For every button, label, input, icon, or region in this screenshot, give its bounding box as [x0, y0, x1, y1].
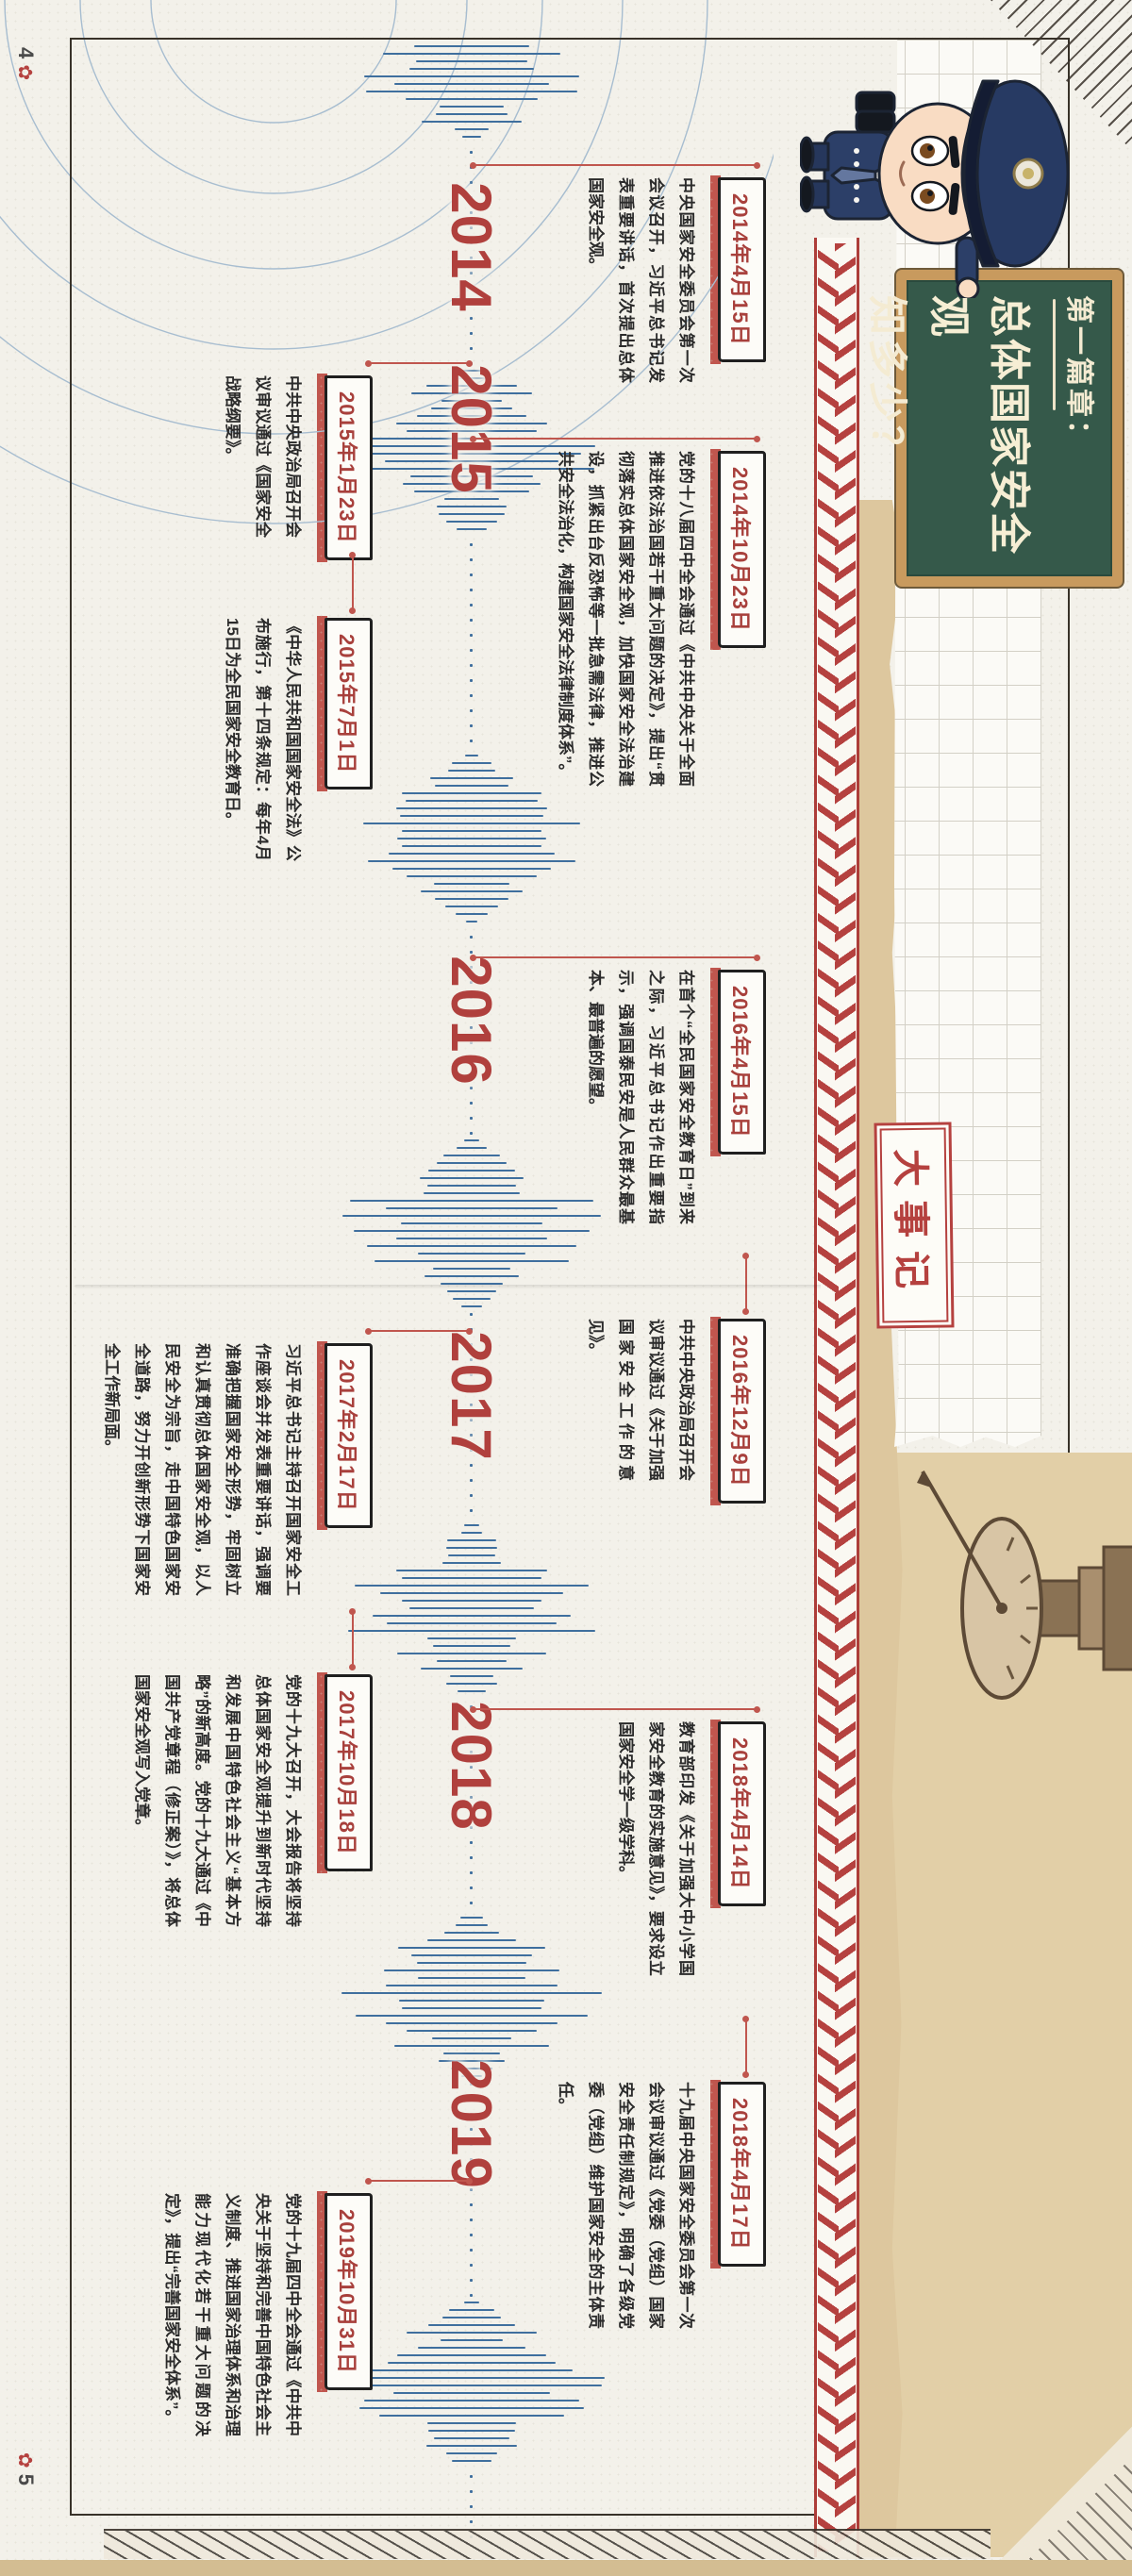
event-date-box: 2015年1月23日 — [325, 375, 373, 560]
event-text: 党的十九大召开，大会报告将坚持总体国家安全观提升到新时代坚持和发展中国特色社会主… — [133, 1674, 302, 1927]
timeline-event: 2017年2月17日 习近平总书记主持召开国家安全工作座谈会并发表重要讲话，强调… — [96, 1330, 469, 1596]
timeline-event: 2016年12月9日 中共中央政治局召开会议审议通过《关于加强国家安全工作的意见… — [580, 1256, 766, 1504]
sketched-page-edge — [104, 2529, 990, 2559]
event-text: 党的十八届四中全会通过《中共中央关于全面推进依法治国若干重大问题的决定》，提出“… — [557, 451, 695, 787]
page-number-right: ✿ 5 — [13, 2452, 38, 2485]
timeline-event: 2016年4月15日 在首个“全民国家安全教育日”到来之际，习近平总书记作出重要… — [474, 956, 766, 1224]
timeline-event: 2018年4月17日 十九届中央国家安全委员会第一次会议审议通过《党委（党组）国… — [550, 2019, 766, 2329]
flower-icon: ✿ — [14, 64, 35, 81]
event-connector — [352, 556, 354, 610]
event-text: 中共中央政治局召开会议审议通过《关于加强国家安全工作的意见》。 — [587, 1319, 695, 1481]
event-text: 在首个“全民国家安全教育日”到来之际，习近平总书记作出重要指示，强调国泰民安是人… — [587, 970, 695, 1224]
event-date: 2018年4月14日 — [728, 1737, 752, 1890]
sundial-icon — [917, 1470, 1132, 1700]
event-connector — [474, 438, 757, 440]
event-connector — [474, 164, 757, 166]
event-date: 2017年10月18日 — [335, 1690, 358, 1855]
event-connector — [474, 956, 757, 958]
event-date-box: 2014年10月23日 — [718, 451, 766, 648]
event-connector — [745, 2019, 747, 2074]
event-date-box: 2016年4月15日 — [718, 970, 766, 1155]
event-connector — [474, 1708, 757, 1710]
event-date: 2014年4月15日 — [728, 193, 752, 346]
timeline-event: 2018年4月14日 教育部印发《关于加强大中小学国家安全教育的实施意见》，要求… — [474, 1708, 766, 1976]
event-text: 中共中央政治局召开会议审议通过《国家安全战略纲要》。 — [224, 375, 302, 538]
event-date-box: 2018年4月14日 — [718, 1721, 766, 1906]
event-date-box: 2018年4月17日 — [718, 2082, 766, 2267]
event-text: 习近平总书记主持召开国家安全工作座谈会并发表重要讲话，强调要准确把握国家安全形势… — [103, 1343, 302, 1596]
timeline-event: 2017年10月18日 党的十九大召开，大会报告将坚持总体国家安全观提升到新时代… — [126, 1612, 373, 1927]
timeline-event: 2014年10月23日 党的十八届四中全会通过《中共中央关于全面推进依法治国若干… — [474, 438, 766, 787]
event-text: 教育部印发《关于加强大中小学国家安全教育的实施意见》，要求设立国家安全学一级学科… — [617, 1721, 695, 1976]
event-date: 2018年4月17日 — [728, 2098, 752, 2251]
page-number: 4 — [14, 47, 38, 59]
flower-icon: ✿ — [14, 2451, 35, 2468]
event-date: 2014年10月23日 — [728, 467, 752, 632]
event-date-box: 2017年2月17日 — [325, 1343, 373, 1528]
timeline-event: 2015年1月23日 中共中央政治局召开会议审议通过《国家安全战略纲要》。 — [217, 362, 469, 560]
event-date: 2017年2月17日 — [335, 1359, 358, 1512]
page-number-left: 4 ✿ — [13, 47, 38, 80]
police-officer-icon — [800, 79, 1070, 298]
event-text: 十九届中央国家安全委员会第一次会议审议通过《党委（党组）国家安全责任制规定》，明… — [557, 2082, 695, 2329]
timeline-event: 2015年7月1日 《中华人民共和国国家安全法》公布施行，第十四条规定：每年4月… — [217, 556, 373, 861]
page-seam — [75, 1285, 821, 1289]
event-text: 党的十九届四中全会通过《中共中央关于坚持和完善中国特色社会主义制度、推进国家治理… — [163, 2193, 302, 2436]
event-connector — [369, 362, 469, 364]
event-date: 2015年7月1日 — [335, 634, 358, 774]
event-connector — [745, 1256, 747, 1311]
event-date: 2015年1月23日 — [335, 391, 358, 544]
timeline-event: 2014年4月15日 中央国家安全委员会第一次会议召开，习近平总书记发表重要讲话… — [474, 164, 766, 383]
desk-edge — [0, 2560, 1132, 2576]
event-date: 2016年4月15日 — [728, 986, 752, 1138]
event-date-box: 2016年12月9日 — [718, 1319, 766, 1504]
timeline-event: 2019年10月31日 党的十九届四中全会通过《中共中央关于坚持和完善中国特色社… — [157, 2180, 469, 2436]
event-date-box: 2017年10月18日 — [325, 1674, 373, 1871]
page-number: 5 — [14, 2473, 38, 2485]
event-date-box: 2014年4月15日 — [718, 177, 766, 362]
event-date: 2019年10月31日 — [335, 2209, 358, 2374]
event-text: 中央国家安全委员会第一次会议召开，习近平总书记发表重要讲话，首次提出总体国家安全… — [587, 177, 695, 383]
event-date-box: 2019年10月31日 — [325, 2193, 373, 2390]
event-connector — [369, 1330, 469, 1332]
event-connector — [369, 2180, 469, 2182]
event-text: 《中华人民共和国国家安全法》公布施行，第十四条规定：每年4月15日为全民国家安全… — [224, 618, 302, 861]
event-date: 2016年12月9日 — [728, 1335, 752, 1487]
event-connector — [352, 1612, 354, 1667]
event-date-box: 2015年7月1日 — [325, 618, 373, 790]
